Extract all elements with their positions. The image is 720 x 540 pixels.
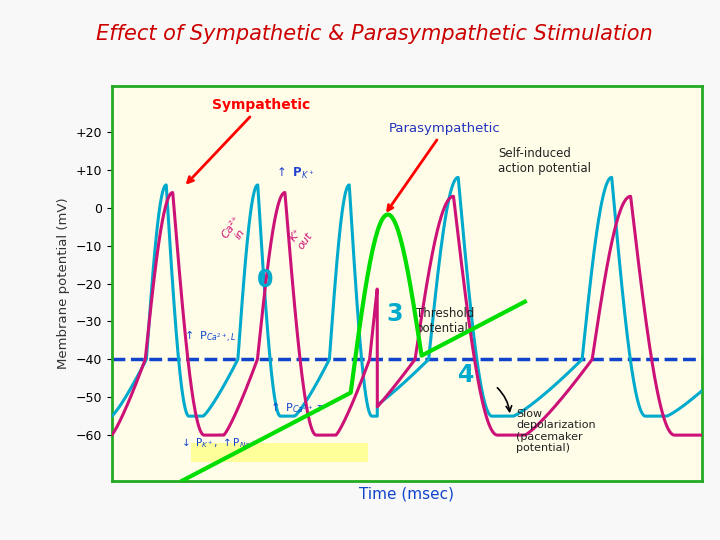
Text: Sympathetic: Sympathetic [188, 98, 310, 183]
Text: Effect of Sympathetic & Parasympathetic Stimulation: Effect of Sympathetic & Parasympathetic … [96, 24, 653, 44]
Text: Slow
depolarization
(pacemaker
potential): Slow depolarization (pacemaker potential… [516, 409, 595, 454]
Text: $\downarrow$ P$_{K^+}$, $\uparrow$P$_{Na^+}$: $\downarrow$ P$_{K^+}$, $\uparrow$P$_{Na… [179, 436, 256, 450]
Text: $\uparrow$ P$_{Ca^{2+},L}$: $\uparrow$ P$_{Ca^{2+},L}$ [182, 329, 237, 345]
Text: Self-induced
action potential: Self-induced action potential [498, 147, 591, 175]
Text: K⁺
out: K⁺ out [287, 225, 315, 252]
Text: Ca²⁺
in: Ca²⁺ in [220, 214, 251, 247]
Text: $\uparrow$ P$_{Ca^{2+},T}$: $\uparrow$ P$_{Ca^{2+},T}$ [268, 401, 324, 417]
Text: 0: 0 [257, 268, 274, 292]
Text: 3: 3 [387, 302, 403, 326]
Text: Threshold
potential: Threshold potential [415, 307, 474, 335]
Text: $\uparrow$ P$_{K^+}$: $\uparrow$ P$_{K^+}$ [274, 166, 315, 181]
Text: Parasympathetic: Parasympathetic [388, 122, 501, 211]
Text: 4: 4 [458, 363, 474, 387]
X-axis label: Time (msec): Time (msec) [359, 486, 454, 501]
Bar [192, 443, 369, 462]
Y-axis label: Membrane potential (mV): Membrane potential (mV) [57, 198, 70, 369]
